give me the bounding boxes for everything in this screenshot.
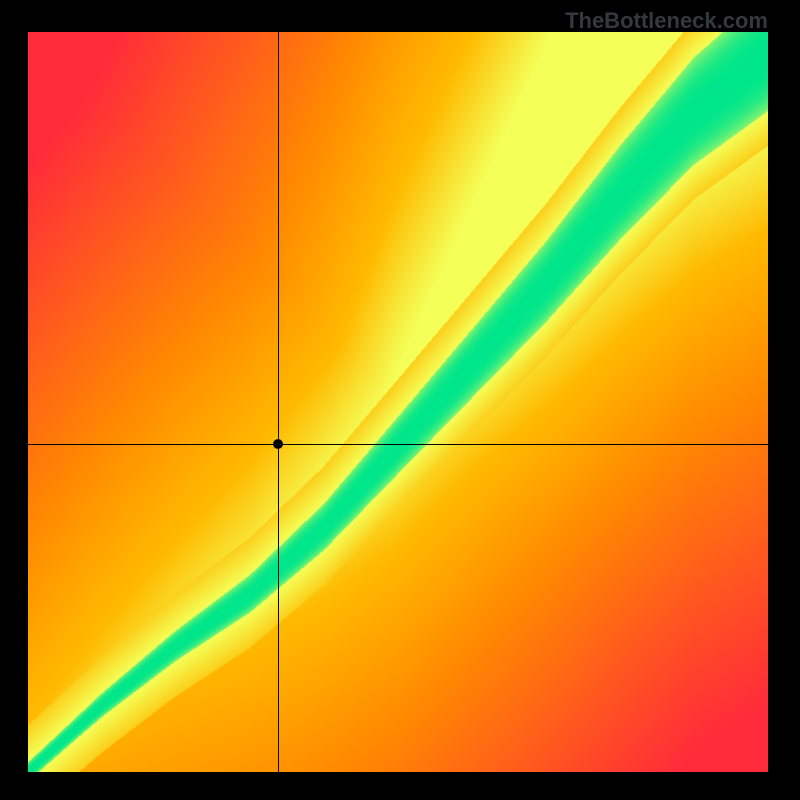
crosshair-vertical: [278, 32, 279, 772]
crosshair-horizontal: [28, 444, 768, 445]
watermark-text: TheBottleneck.com: [565, 8, 768, 34]
bottleneck-heatmap: [28, 32, 768, 772]
chart-container: TheBottleneck.com: [0, 0, 800, 800]
